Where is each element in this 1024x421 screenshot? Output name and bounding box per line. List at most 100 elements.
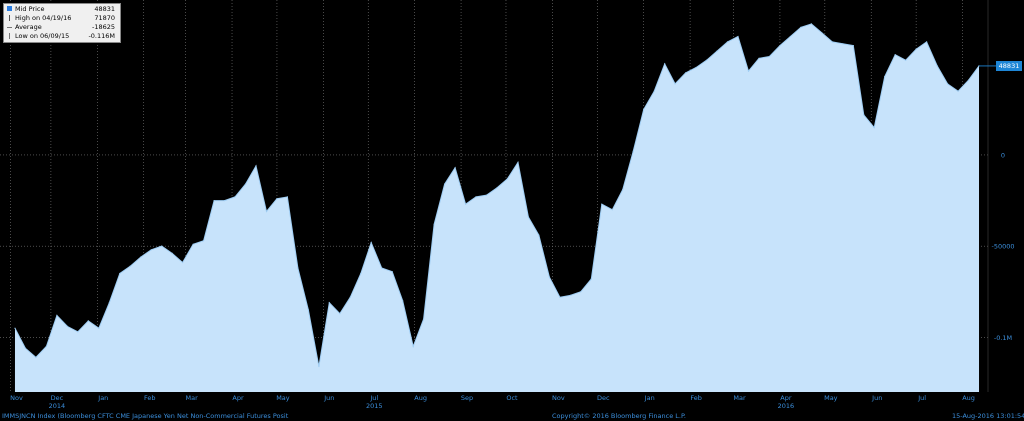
data-point xyxy=(150,249,152,251)
data-point xyxy=(810,23,813,25)
data-point xyxy=(737,35,739,38)
data-point xyxy=(276,198,278,200)
data-point xyxy=(653,90,655,92)
data-point xyxy=(601,203,603,205)
legend-average-label: Average xyxy=(15,23,42,31)
data-point xyxy=(171,252,173,254)
y-tick-label: 0 xyxy=(1001,151,1005,159)
x-tick-label: Jul xyxy=(917,394,926,402)
data-point xyxy=(852,45,854,47)
data-point xyxy=(768,55,771,58)
data-point xyxy=(360,272,362,275)
data-point xyxy=(339,313,341,315)
data-point xyxy=(685,72,687,74)
data-point xyxy=(894,54,896,56)
data-point xyxy=(45,345,48,347)
data-point xyxy=(548,276,551,278)
data-point xyxy=(758,57,760,59)
x-tick-label: Nov xyxy=(552,394,565,402)
x-tick-label: Aug xyxy=(414,394,427,402)
footer-ticker: IMMSJNCN Index (Bloomberg CFTC CME Japan… xyxy=(2,412,289,420)
data-point xyxy=(108,302,110,304)
average-marker-icon xyxy=(7,27,12,28)
x-tick-label: Nov xyxy=(10,394,23,402)
x-tick-label: Jan xyxy=(97,394,108,402)
legend-high: High on 04/19/16 71870 xyxy=(7,14,117,23)
data-point xyxy=(66,325,68,327)
data-point xyxy=(423,318,425,320)
data-point xyxy=(286,196,288,198)
legend-low-label: Low on 06/09/15 xyxy=(15,32,70,40)
data-point xyxy=(87,320,89,322)
x-tick-label: Feb xyxy=(690,394,702,402)
data-point xyxy=(24,347,26,349)
legend-series-label: Mid Price xyxy=(15,5,45,13)
data-point xyxy=(161,245,163,247)
data-point xyxy=(328,302,330,304)
data-point xyxy=(475,196,477,198)
x-year-label: 2015 xyxy=(366,402,383,410)
data-point xyxy=(569,294,571,296)
data-point xyxy=(119,272,121,275)
data-point xyxy=(381,267,383,269)
low-marker-icon xyxy=(9,33,10,39)
data-point xyxy=(884,76,886,78)
data-point xyxy=(538,234,540,236)
data-point xyxy=(517,161,519,163)
data-point xyxy=(863,114,865,116)
data-point xyxy=(412,345,414,347)
data-point xyxy=(14,327,16,329)
x-tick-label: May xyxy=(276,394,290,402)
data-point xyxy=(559,296,561,298)
data-point xyxy=(98,327,100,329)
last-value-label: 48831 xyxy=(996,60,1022,71)
data-point xyxy=(622,189,624,191)
data-point xyxy=(957,90,959,92)
legend-series-value: 48831 xyxy=(94,5,115,13)
legend-high-value: 71870 xyxy=(94,14,115,22)
data-point xyxy=(444,183,446,185)
x-tick-label: Dec xyxy=(51,394,64,402)
x-tick-label: Aug xyxy=(962,394,975,402)
x-tick-label: Oct xyxy=(506,394,518,402)
x-tick-label: Sep xyxy=(461,394,473,402)
data-point xyxy=(706,59,708,61)
data-point xyxy=(244,183,247,185)
data-point xyxy=(182,261,184,264)
series-swatch-icon xyxy=(7,6,12,11)
data-point xyxy=(391,271,393,273)
data-point xyxy=(936,65,938,67)
x-tick-label: Jun xyxy=(871,394,882,402)
data-point xyxy=(213,200,215,202)
data-point xyxy=(842,43,844,45)
data-point xyxy=(297,267,299,269)
x-year-label: 2014 xyxy=(49,402,66,410)
data-point xyxy=(664,63,666,65)
legend-low: Low on 06/09/15 -0.116M xyxy=(7,32,117,41)
footer-timestamp: 15-Aug-2016 13:01:54 xyxy=(952,412,1024,420)
y-tick-label: -50000 xyxy=(991,243,1014,251)
data-point xyxy=(821,32,823,34)
data-point xyxy=(967,79,970,81)
data-point xyxy=(831,41,833,43)
data-point xyxy=(496,187,498,189)
data-point xyxy=(527,216,530,218)
data-point xyxy=(77,331,79,333)
x-tick-label: Jul xyxy=(369,394,378,402)
x-tick-label: Mar xyxy=(733,394,746,402)
data-point xyxy=(370,241,372,244)
legend-average: Average -18625 xyxy=(7,23,117,32)
data-point xyxy=(35,356,37,358)
data-point xyxy=(255,165,257,167)
data-point xyxy=(695,66,697,69)
legend-average-value: -18625 xyxy=(91,23,115,31)
data-point xyxy=(465,203,467,205)
data-point xyxy=(611,209,613,211)
x-tick-label: Feb xyxy=(144,394,156,402)
data-point xyxy=(433,223,435,225)
data-point xyxy=(265,210,268,213)
x-year-label: 2016 xyxy=(778,402,795,410)
data-point xyxy=(789,35,792,38)
data-point xyxy=(318,365,320,368)
